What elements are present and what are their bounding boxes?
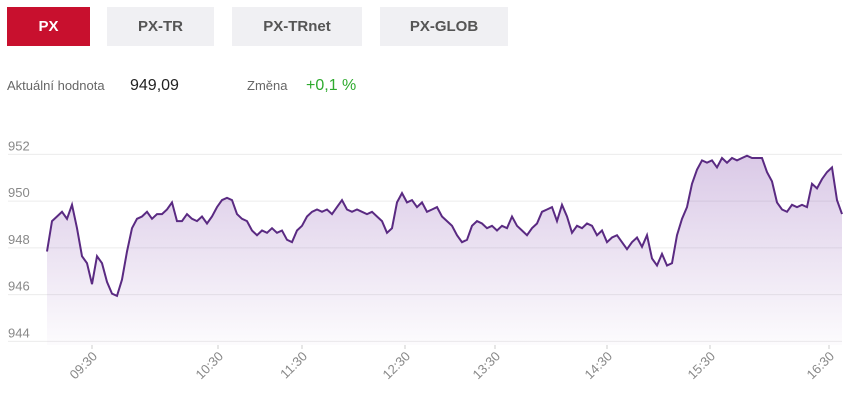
y-tick-label: 950	[8, 185, 30, 200]
change-label: Změna	[247, 78, 288, 93]
change: +0,1 %	[306, 77, 357, 94]
y-tick-label: 948	[8, 232, 30, 247]
x-tick-label: 12:30	[380, 349, 414, 383]
y-tick-label: 952	[8, 138, 30, 153]
tab[interactable]: PX-TR	[107, 7, 214, 46]
tab[interactable]: PX-GLOB	[380, 7, 508, 46]
x-tick-label: 09:30	[67, 349, 101, 383]
y-tick-label: 946	[8, 279, 30, 294]
x-tick-label: 10:30	[193, 349, 227, 383]
tab[interactable]: PX	[7, 7, 90, 46]
x-tick-label: 16:30	[804, 349, 838, 383]
x-tick-label: 14:30	[582, 349, 616, 383]
tab[interactable]: PX-TRnet	[232, 7, 362, 46]
area	[47, 155, 842, 345]
line	[46, 154, 843, 298]
y-tick-label: 944	[8, 325, 30, 340]
x-tick-label: 13:30	[470, 349, 504, 383]
value: 949,09	[130, 77, 179, 94]
value-label: Aktuální hodnota	[7, 78, 105, 93]
x-tick-label: 15:30	[685, 349, 719, 383]
x-tick-label: 11:30	[277, 349, 310, 382]
